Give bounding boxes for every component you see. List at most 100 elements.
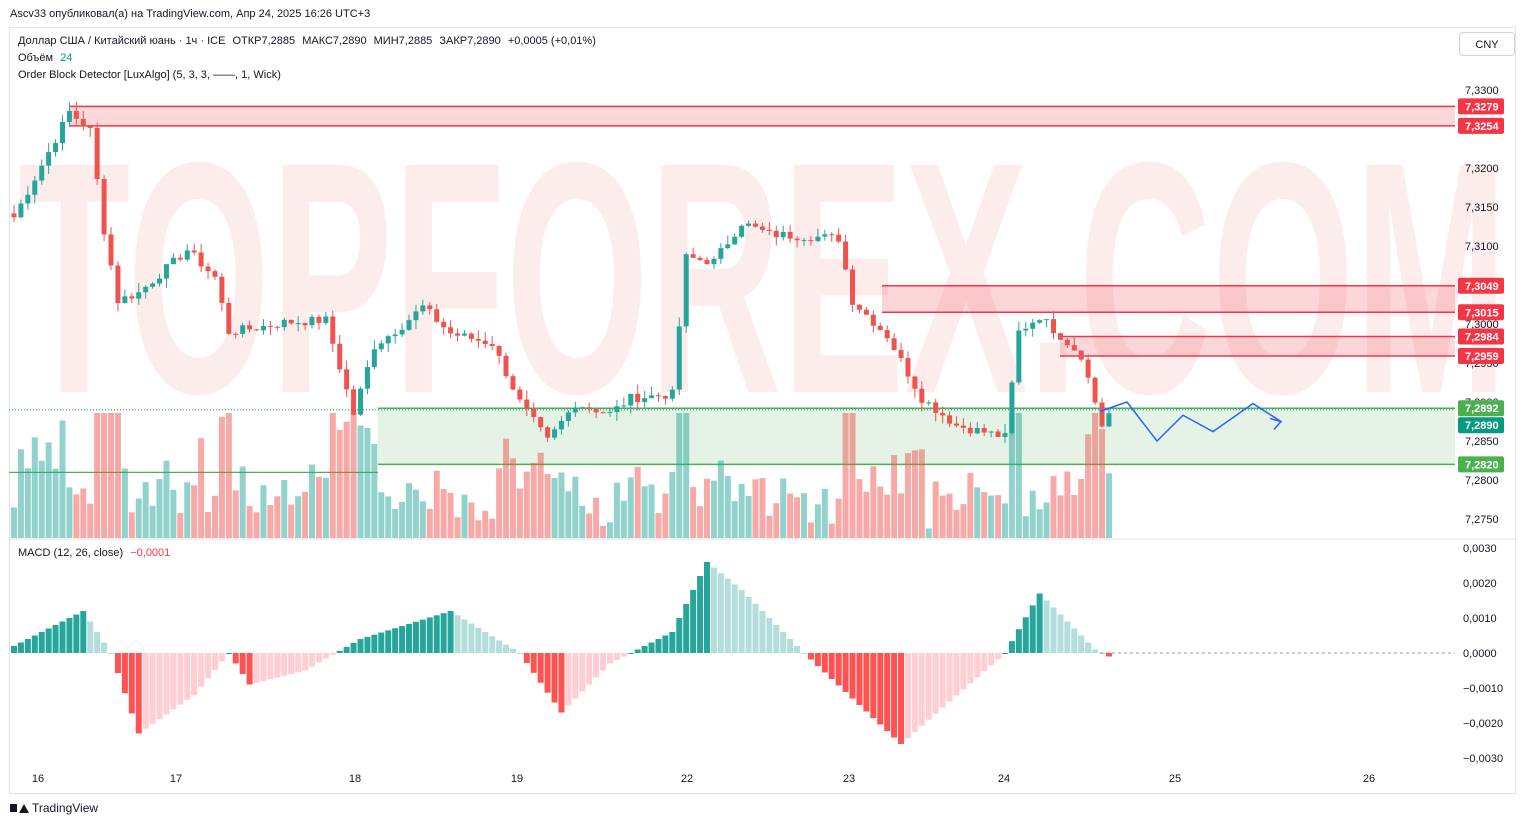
macd-histogram-bar [884, 653, 891, 731]
macd-histogram-bar [863, 653, 870, 712]
volume-bar [412, 489, 419, 538]
volume-bar [343, 421, 350, 538]
volume-bar [1071, 494, 1078, 538]
volume-bar [530, 462, 537, 538]
candle-body [891, 338, 897, 351]
candle-body [676, 326, 682, 390]
candle-body [843, 241, 849, 270]
candle-body [759, 226, 765, 230]
volume-bar [149, 505, 156, 538]
volume-bar [1001, 503, 1008, 538]
chart-pane[interactable] [9, 27, 1516, 794]
macd-axis-tick: 0,0020 [1463, 578, 1497, 590]
macd-histogram-bar [946, 653, 953, 702]
macd-histogram-bar [925, 653, 932, 720]
macd-histogram-bar [606, 653, 613, 664]
candle-body [60, 121, 66, 144]
macd-histogram-bar [1092, 649, 1099, 653]
ohlc-open: ОТКР7,2885 [232, 35, 296, 47]
volume-bar [655, 513, 662, 538]
candle-body [642, 398, 648, 403]
volume-bar [399, 502, 406, 538]
macd-histogram-bar [101, 642, 108, 653]
macd-histogram-bar [745, 597, 752, 653]
volume-bar [1105, 473, 1112, 538]
candle-body [565, 412, 571, 421]
macd-histogram-bar [267, 653, 274, 680]
currency-button[interactable]: CNY [1459, 32, 1515, 56]
volume-bar [898, 493, 905, 538]
candle-body [697, 257, 703, 260]
candle-body [856, 304, 862, 310]
macd-histogram-bar [94, 632, 101, 653]
macd-histogram-bar [544, 653, 551, 693]
volume-bar [246, 505, 253, 538]
time-axis-label: 25 [1169, 773, 1181, 785]
symbol-title[interactable]: Доллар США / Китайский юань · 1ч · ICE [18, 35, 226, 47]
volume-bar [482, 510, 489, 538]
volume-bar [24, 468, 31, 538]
volume-bar [454, 517, 461, 538]
volume-bar [419, 501, 426, 538]
volume-legend[interactable]: Объём 24 [18, 52, 72, 64]
macd-legend[interactable]: MACD (12, 26, close) −0,0001 [18, 547, 170, 559]
macd-histogram-bar [1071, 628, 1078, 653]
macd-histogram-bar [662, 635, 669, 653]
price-axis-tick: 7,2850 [1465, 436, 1499, 448]
macd-histogram-bar [378, 632, 385, 653]
macd-axis-tick: 0,0030 [1463, 543, 1497, 555]
candle-body [337, 343, 343, 370]
macd-histogram-bar [177, 653, 184, 705]
macd-histogram-bar [336, 650, 343, 653]
candle-body [877, 325, 883, 331]
volume-bar [641, 486, 648, 538]
macd-histogram-bar [315, 653, 322, 663]
volume-bar [960, 504, 967, 538]
volume-bar [523, 471, 530, 538]
macd-value: −0,0001 [130, 547, 171, 559]
candle-body [863, 309, 869, 315]
order-block-zone [70, 106, 1455, 126]
macd-histogram-bar [322, 653, 329, 659]
candle-body [184, 250, 190, 260]
macd-histogram-bar [738, 590, 745, 653]
volume-bar [45, 442, 52, 538]
macd-histogram-bar [509, 648, 516, 653]
macd-histogram-bar [620, 653, 627, 657]
volume-bar [406, 483, 413, 538]
volume-bar [239, 466, 246, 538]
volume-bar [66, 487, 73, 538]
candle-body [330, 316, 336, 344]
volume-bar [946, 493, 953, 538]
volume-bar [579, 505, 586, 538]
macd-histogram-bar [780, 632, 787, 653]
volume-bar [232, 490, 239, 538]
candle-body [163, 264, 169, 279]
macd-histogram-bar [516, 653, 523, 654]
candle-body [316, 316, 322, 323]
volume-bar [108, 413, 115, 538]
volume-bar [925, 528, 932, 538]
macd-histogram-bar [593, 653, 600, 678]
volume-bar [918, 449, 925, 538]
macd-histogram-bar [731, 584, 738, 653]
candle-body [115, 265, 121, 304]
macd-histogram-bar [537, 653, 544, 683]
candle-body [995, 431, 1001, 437]
published-by-caption: Ascv33 опубликовал(а) на TradingView.com… [10, 8, 371, 20]
candle-body [205, 266, 211, 272]
price-axis-tick: 7,3200 [1465, 163, 1499, 175]
volume-bar [565, 491, 572, 538]
price-label-text: 7,3254 [1465, 121, 1500, 133]
volume-bar [385, 496, 392, 538]
macd-histogram-bar [579, 653, 586, 692]
volume-bar [322, 477, 329, 538]
candle-body [441, 321, 447, 328]
candle-body [808, 240, 814, 242]
volume-bar [336, 429, 343, 538]
macd-histogram-bar [142, 653, 149, 729]
macd-histogram-bar [385, 630, 392, 653]
volume-bar [509, 458, 516, 538]
indicator-legend[interactable]: Order Block Detector [LuxAlgo] (5, 3, 3,… [18, 69, 281, 81]
